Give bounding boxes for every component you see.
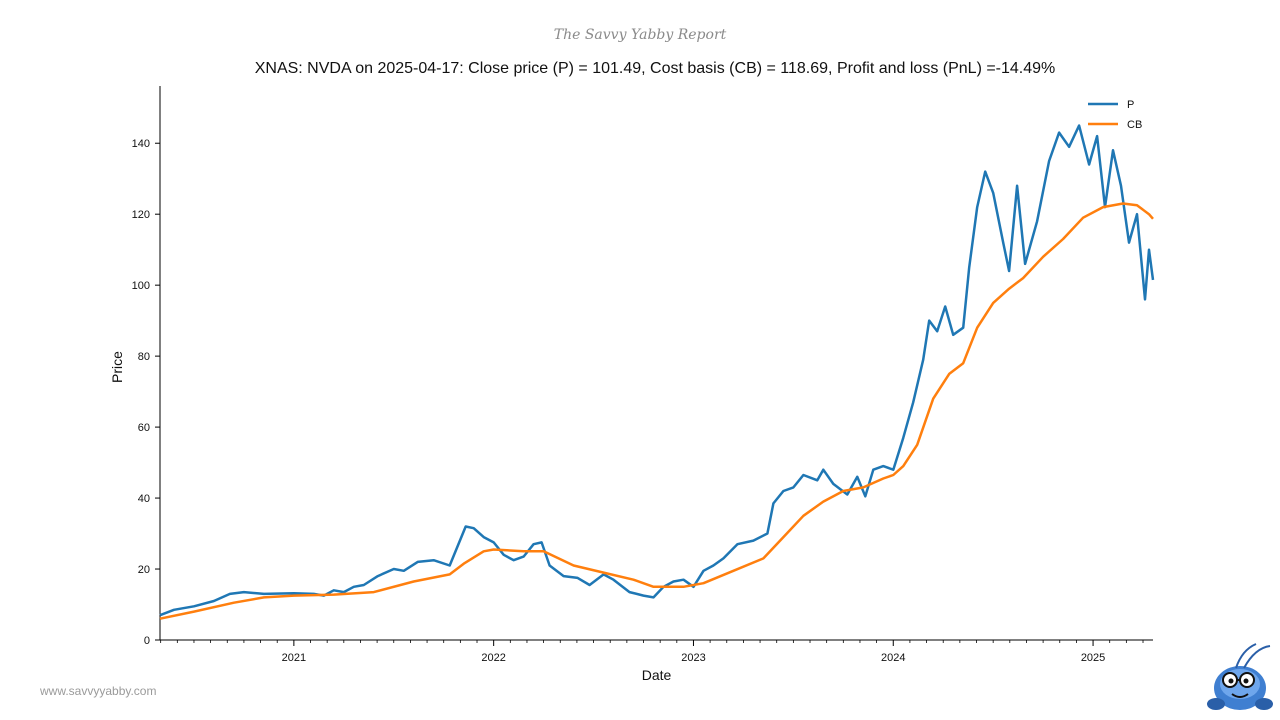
y-tick-label: 20 bbox=[138, 564, 150, 576]
x-tick-label: 2023 bbox=[681, 652, 705, 664]
x-tick-label: 2025 bbox=[1081, 652, 1105, 664]
legend-label-cb: CB bbox=[1127, 119, 1142, 131]
axes-layer bbox=[159, 86, 1153, 641]
footer-site-link[interactable]: www.savvyyabby.com bbox=[40, 684, 157, 698]
y-tick-label: 140 bbox=[132, 138, 150, 150]
mascot-antenna-left bbox=[1235, 643, 1257, 669]
mascot-logo bbox=[1207, 643, 1273, 710]
mascot-pupil-right bbox=[1243, 678, 1249, 684]
mascot-claw-left bbox=[1207, 698, 1225, 710]
legend: P CB bbox=[1088, 99, 1142, 131]
brand-header: The Savvy Yabby Report bbox=[553, 27, 727, 43]
x-tick-label: 2024 bbox=[881, 652, 905, 664]
y-axis-label: Price bbox=[109, 351, 125, 383]
y-tick-label: 80 bbox=[138, 351, 150, 363]
y-ticks: 0 20 40 60 80 100 120 140 bbox=[132, 138, 160, 647]
y-tick-label: 60 bbox=[138, 422, 150, 434]
x-minor-ticks bbox=[160, 640, 1144, 643]
mascot-claw-right bbox=[1255, 698, 1273, 710]
mascot-antenna-right bbox=[1243, 645, 1271, 669]
x-ticks: 2021 2022 2023 2024 2025 bbox=[282, 640, 1105, 664]
y-tick-label: 100 bbox=[132, 280, 150, 292]
series-layer bbox=[159, 124, 1155, 620]
mascot-smile bbox=[1231, 693, 1249, 698]
x-tick-label: 2022 bbox=[481, 652, 505, 664]
y-tick-label: 0 bbox=[144, 635, 150, 647]
y-tick-label: 40 bbox=[138, 493, 150, 505]
series-line-cb bbox=[159, 202, 1154, 620]
series-line-p bbox=[159, 124, 1155, 617]
x-axis-label: Date bbox=[642, 667, 672, 683]
x-tick-label: 2021 bbox=[282, 652, 306, 664]
legend-label-p: P bbox=[1127, 99, 1134, 111]
y-tick-label: 120 bbox=[132, 209, 150, 221]
mascot-pupil-left bbox=[1228, 678, 1234, 684]
chart-title: XNAS: NVDA on 2025-04-17: Close price (P… bbox=[254, 60, 1056, 77]
